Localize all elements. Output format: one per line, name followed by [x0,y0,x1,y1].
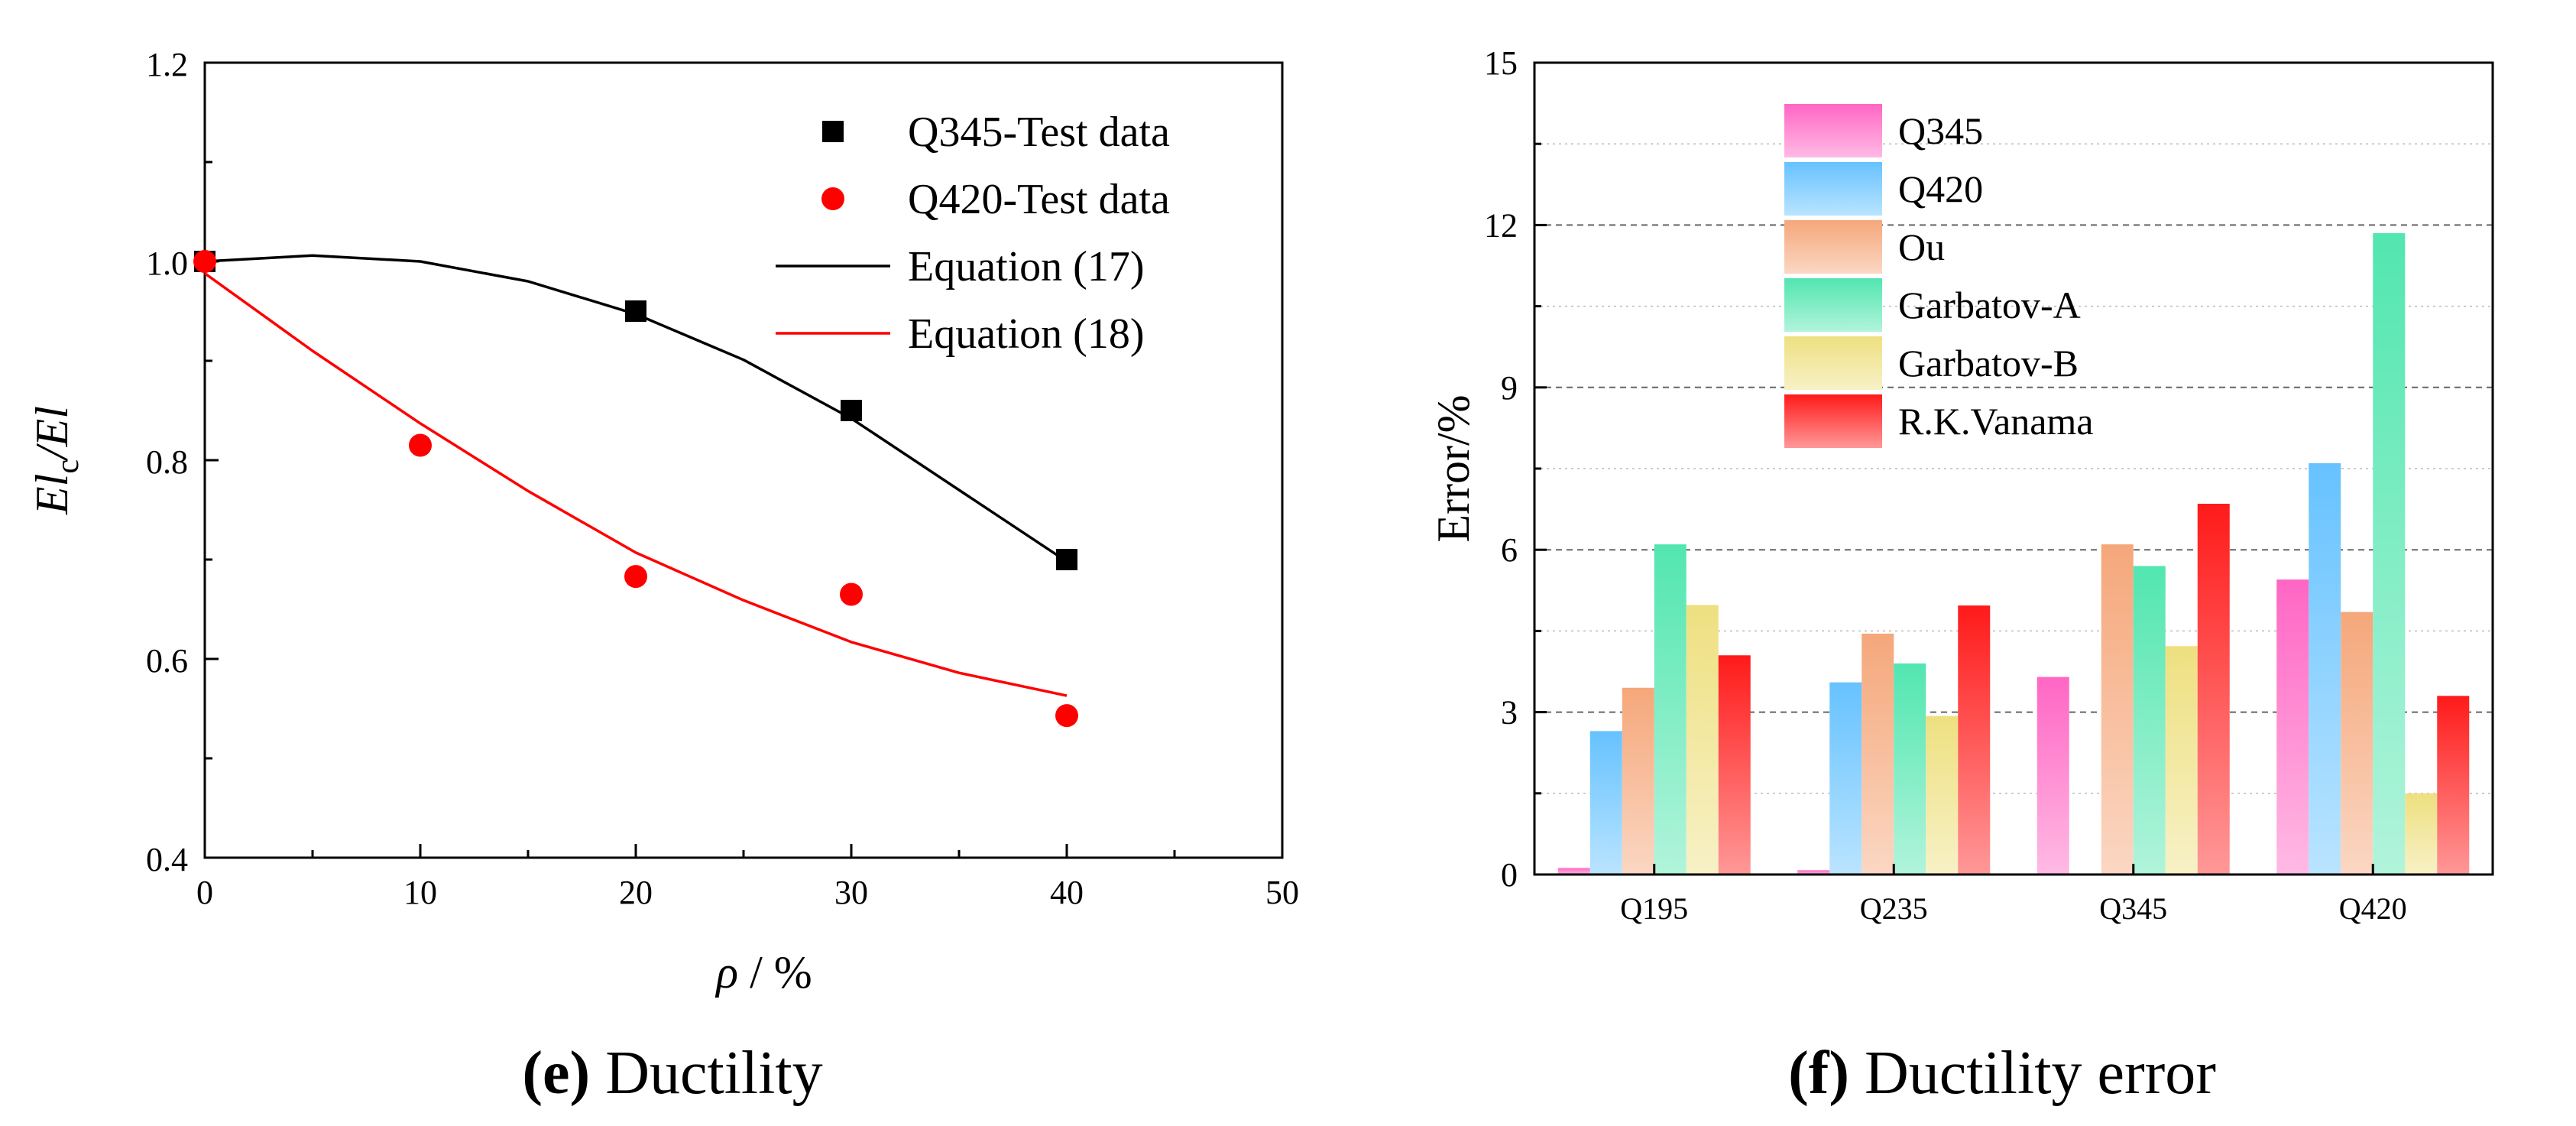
y-tick-label: 0 [1501,856,1518,894]
ductility-error-panel: 0 3 6 9 12 15 Q195 Q235 Q345 Q420 Q345 Q420 Ou Garba… [1428,44,2494,1107]
caption-letter-f: (f) [1788,1040,1849,1107]
y-tick-label: 15 [1484,44,1518,82]
legend-circle-marker [821,187,844,210]
category-label: Q195 [1620,891,1688,926]
ductility-ticks: 0 10 20 30 40 50 0.4 0.6 0.8 1.0 1.2 [146,46,1299,911]
ductility-x-axis-title: ρ / % [714,947,812,998]
q345-data-point [625,300,646,322]
legend-label: Q345 [1898,109,1983,152]
legend-swatch [1784,104,1882,157]
error-bar [1622,687,1654,875]
legend-swatch [1784,394,1882,448]
y-tick-label: 12 [1484,206,1518,244]
error-bar [1718,655,1751,875]
error-bar [2276,579,2309,875]
ductility-caption: (e) Ductility [522,1040,822,1107]
ductility-legend: Q345-Test data Q420-Test data Equation (17… [776,109,1170,358]
error-bars [1557,233,2470,875]
error-bar [2341,612,2373,875]
x-tick-label: 50 [1265,874,1299,911]
x-title-unit: / % [738,947,812,998]
error-bar [1926,716,1959,875]
error-bar [1862,633,1894,875]
error-ticks: 0 3 6 9 12 15 Q195 Q235 Q345 Q420 [1484,44,2407,926]
caption-text-f: Ductility error [1865,1040,2216,1107]
error-bar [1589,731,1622,875]
y-tick-label: 0.8 [146,443,188,481]
error-bar [1829,682,1862,875]
x-tick-label: 40 [1050,874,1084,911]
error-bar [1797,870,1830,875]
error-bar [2101,544,2134,875]
error-bar [2405,793,2438,875]
error-bar [2133,566,2166,875]
y-tick-label: 1.2 [146,46,188,83]
category-label: Q420 [2339,891,2407,926]
caption-letter-e: (e) [522,1040,590,1107]
legend-label: Equation (17) [908,243,1144,290]
ductility-points [193,250,1078,728]
error-bar [1557,868,1590,875]
legend-label: Q420 [1898,167,1983,210]
x-title-rho: ρ [714,947,738,998]
legend-swatch [1784,220,1882,274]
q420-data-point [840,582,863,606]
legend-swatch [1784,336,1882,390]
error-bar [1654,544,1687,875]
legend-label: Equation (18) [908,310,1144,358]
error-legend: Q345 Q420 Ou Garbatov-A Garbatov-B R.K.Vanama [1784,104,2094,448]
y-title-el-c: El [27,474,77,515]
q420-data-point [193,250,216,273]
x-tick-label: 10 [403,874,437,911]
y-tick-label: 6 [1501,531,1518,569]
x-tick-label: 30 [834,874,868,911]
error-bar [2309,462,2341,875]
error-bar [1894,663,1926,875]
error-bar [2373,233,2406,875]
legend-label: Q345-Test data [908,109,1170,156]
fit-curve-line [203,272,1068,697]
category-label: Q345 [2099,891,2167,926]
legend-label: Q420-Test data [908,176,1170,223]
y-tick-label: 0.6 [146,642,188,680]
error-bar [1958,605,1991,875]
q420-data-point [624,565,647,589]
legend-label: Ou [1898,226,1945,268]
legend-square-marker [822,121,844,142]
q345-data-point [1056,549,1077,570]
error-bar [2437,696,2470,875]
error-bar [1686,605,1719,875]
category-label: Q235 [1860,891,1928,926]
y-title-el: /El [27,406,77,462]
y-tick-label: 1.0 [146,245,188,282]
q420-data-point [409,433,432,457]
ductility-panel: 0 10 20 30 40 50 0.4 0.6 0.8 1.0 1.2 Q345-Test dat… [27,46,1299,1107]
caption-text-e: Ductility [605,1040,822,1107]
legend-swatch [1784,162,1882,216]
error-bar [2165,646,2198,875]
x-tick-label: 0 [196,874,213,911]
error-caption: (f) Ductility error [1788,1040,2216,1107]
q345-data-point [841,400,862,421]
legend-swatch [1784,278,1882,332]
legend-label: R.K.Vanama [1898,400,2094,443]
error-bar [2197,504,2230,875]
error-y-axis-title: Error/% [1428,394,1479,542]
ductility-y-axis-title: Elc/El [27,406,86,515]
x-tick-label: 20 [619,874,653,911]
legend-label: Garbatov-A [1898,284,2081,326]
y-title-subscript: c [50,459,86,474]
y-tick-label: 0.4 [146,841,188,878]
q420-data-point [1055,704,1078,728]
y-tick-label: 9 [1501,369,1518,407]
y-tick-label: 3 [1501,694,1518,732]
legend-label: Garbatov-B [1898,342,2079,385]
error-bar [2036,677,2069,875]
